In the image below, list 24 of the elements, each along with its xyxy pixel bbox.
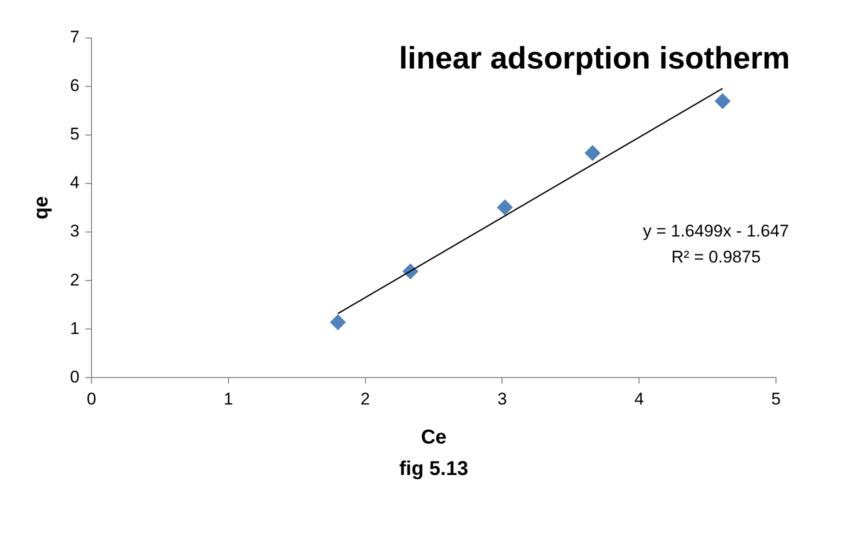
y-tick-label: 6 bbox=[70, 76, 80, 96]
annotation: y = 1.6499x - 1.647 bbox=[642, 222, 790, 241]
y-axis-title: qe bbox=[30, 196, 53, 220]
point bbox=[584, 144, 601, 161]
x-tick-label: 5 bbox=[771, 389, 781, 408]
y-tick-label: 3 bbox=[70, 222, 80, 241]
y-tick-label: 5 bbox=[70, 124, 80, 144]
y-tick-label: 1 bbox=[70, 318, 80, 338]
annotation: R² = 0.9875 bbox=[671, 248, 761, 267]
x-tick-label: 1 bbox=[224, 389, 234, 408]
y-tick-label: 0 bbox=[70, 367, 80, 386]
x-tick-label: 4 bbox=[634, 389, 644, 408]
x-tick-label: 0 bbox=[86, 389, 96, 408]
point bbox=[496, 199, 513, 216]
x-axis-title: Ce bbox=[420, 426, 447, 449]
x-tick-label: 3 bbox=[497, 389, 507, 408]
y-tick-label: 4 bbox=[70, 173, 80, 192]
x-tick-label: 2 bbox=[360, 389, 370, 408]
point bbox=[714, 93, 731, 110]
point bbox=[330, 314, 346, 330]
y-tick-label: 2 bbox=[70, 270, 80, 290]
chart-title: linear adsorption isotherm bbox=[398, 40, 790, 76]
caption: fig 5.13 bbox=[399, 458, 468, 480]
y-tick-label: 7 bbox=[70, 28, 80, 47]
